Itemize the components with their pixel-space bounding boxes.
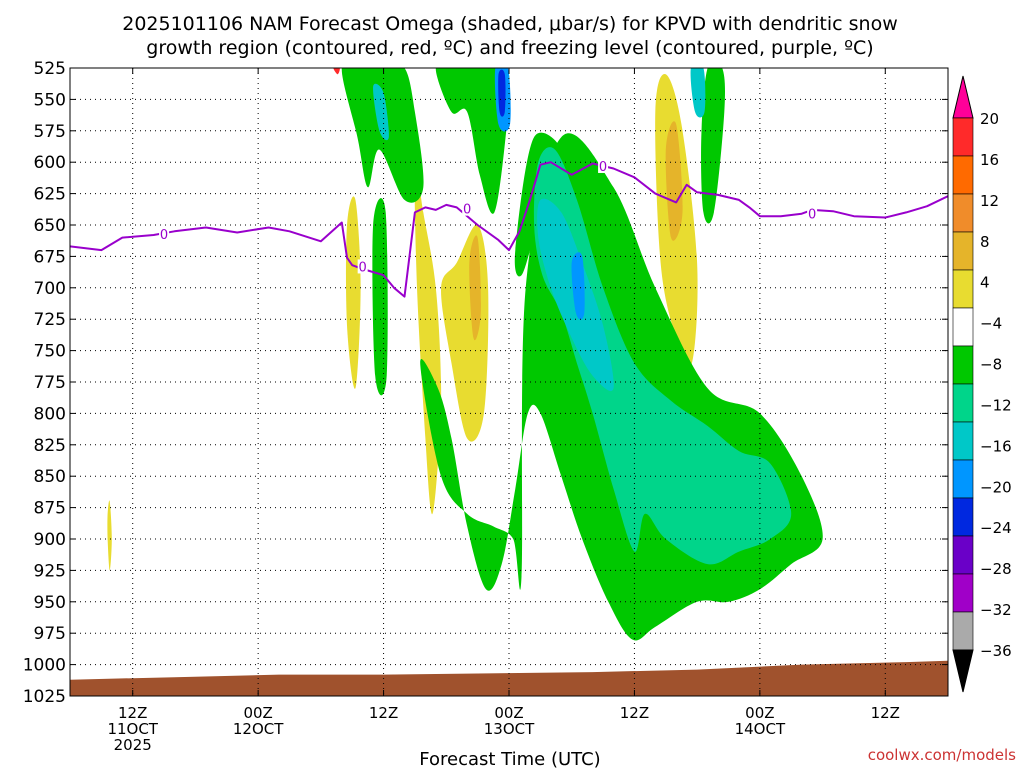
omega-region-13	[701, 68, 725, 224]
colorbar-label-1: 16	[980, 151, 999, 169]
colorbar-box-7	[952, 345, 974, 385]
y-tick-label-950: 950	[34, 593, 66, 613]
omega-region-10	[435, 68, 510, 214]
colorbar-box-4	[952, 231, 974, 271]
colorbar-box-5	[952, 269, 974, 309]
y-tick-label-625: 625	[34, 185, 66, 205]
omega-region-0	[107, 500, 112, 571]
omega-shading	[107, 68, 823, 641]
colorbar-label-2: 12	[980, 192, 999, 210]
x-tick-label-18-1: 12OCT	[233, 720, 284, 738]
plot-area: 0 0 0 0 0	[69, 67, 949, 697]
omega-region-17	[373, 83, 389, 141]
y-tick-label-800: 800	[34, 404, 66, 424]
colorbar-label-13: −36	[980, 642, 1012, 660]
y-tick-label-550: 550	[34, 90, 66, 110]
freezing-level-label-2: 0	[463, 203, 471, 218]
x-tick-label-30-0: 12Z	[369, 704, 398, 722]
y-tick-label-825: 825	[34, 436, 66, 456]
x-tick-label-78-0: 12Z	[871, 704, 900, 722]
omega-region-18	[571, 252, 585, 320]
x-tick-label-6-2: 2025	[114, 736, 152, 754]
freezing-label-bg-0	[159, 226, 170, 241]
y-axis-pressure: 525 550 575 600 625 650 675 700 725 750 775 800 825 8…	[23, 59, 948, 707]
colorbar-box-11	[952, 497, 974, 537]
omega-region-1	[345, 196, 361, 389]
x-tick-label-6-1: 11OCT	[107, 720, 158, 738]
chart-title-line1: 2025101106 NAM Forecast Omega (shaded, μ…	[122, 13, 898, 35]
colorbar-box-9	[952, 421, 974, 461]
colorbar-label-6: −8	[980, 356, 1002, 374]
colorbar: 20 16 12 8 4 −4 −8 −12 −16 −20 −24 −28 −32 −36	[952, 75, 1012, 693]
freezing-label-bg-2	[462, 201, 473, 216]
colorbar-label-5: −4	[980, 315, 1002, 333]
colorbar-box-8	[952, 383, 974, 423]
colorbar-label-10: −24	[980, 519, 1012, 537]
colorbar-box-3	[952, 193, 974, 233]
colorbar-label-12: −32	[980, 601, 1012, 619]
plot-background	[70, 68, 948, 696]
x-tick-label-42-1: 13OCT	[484, 720, 535, 738]
omega-region-20	[498, 69, 506, 117]
y-tick-label-600: 600	[34, 153, 66, 173]
colorbar-box-10	[952, 459, 974, 499]
x-tick-label-42-0: 00Z	[494, 704, 523, 722]
omega-region-14	[533, 147, 792, 565]
freezing-label-bg-4	[807, 206, 818, 221]
x-tick-label-18-0: 00Z	[243, 704, 272, 722]
colorbar-box-13	[952, 573, 974, 613]
colorbar-box-12	[952, 535, 974, 575]
colorbar-box-2	[952, 155, 974, 195]
colorbar-box-6	[952, 307, 974, 347]
y-tick-label-725: 725	[34, 310, 66, 330]
freezing-level-contour: 0 0 0 0 0	[70, 158, 948, 298]
y-tick-label-975: 975	[34, 624, 66, 644]
freezing-label-bg-1	[357, 259, 368, 274]
freezing-level-label-1: 0	[359, 260, 367, 275]
y-tick-label-575: 575	[34, 122, 66, 142]
colorbar-label-8: −16	[980, 437, 1012, 455]
y-tick-label-675: 675	[34, 247, 66, 267]
y-tick-label-900: 900	[34, 530, 66, 550]
y-tick-label-525: 525	[34, 59, 66, 79]
x-tick-label-54-0: 12Z	[620, 704, 649, 722]
colorbar-box-1	[952, 117, 974, 157]
y-tick-label-875: 875	[34, 499, 66, 519]
freezing-label-bg-3	[598, 158, 609, 173]
chart-title-line2: growth region (contoured, red, ºC) and f…	[146, 37, 873, 59]
colorbar-label-11: −28	[980, 560, 1012, 578]
x-tick-label-66-0: 00Z	[745, 704, 774, 722]
freezing-level-label-3: 0	[599, 160, 607, 175]
colorbar-label-0: 20	[980, 110, 999, 128]
freezing-level-line	[70, 161, 948, 298]
y-tick-label-1025: 1025	[23, 687, 66, 707]
omega-region-9	[372, 198, 388, 396]
omega-region-21	[333, 68, 340, 75]
omega-region-16	[690, 68, 706, 118]
colorbar-label-9: −20	[980, 478, 1012, 496]
x-axis-label: Forecast Time (UTC)	[419, 749, 600, 768]
y-tick-label-925: 925	[34, 561, 66, 581]
omega-region-6	[665, 121, 683, 241]
x-tick-label-6-0: 12Z	[118, 704, 147, 722]
credit-text: coolwx.com/models	[868, 746, 1016, 764]
y-tick-label-750: 750	[34, 342, 66, 362]
freezing-level-label-4: 0	[808, 208, 816, 223]
colorbar-box-14	[952, 611, 974, 651]
y-tick-label-700: 700	[34, 279, 66, 299]
colorbar-bottom-arrow	[952, 649, 974, 693]
colorbar-top-arrow	[952, 75, 974, 119]
x-tick-label-66-1: 14OCT	[735, 720, 786, 738]
y-tick-label-1000: 1000	[23, 656, 66, 676]
y-tick-label-850: 850	[34, 467, 66, 487]
colorbar-label-7: −12	[980, 396, 1012, 414]
y-tick-label-775: 775	[34, 373, 66, 393]
colorbar-label-4: 4	[980, 274, 990, 292]
freezing-level-label-0: 0	[160, 228, 168, 243]
colorbar-label-3: 8	[980, 233, 990, 251]
y-tick-label-650: 650	[34, 216, 66, 236]
